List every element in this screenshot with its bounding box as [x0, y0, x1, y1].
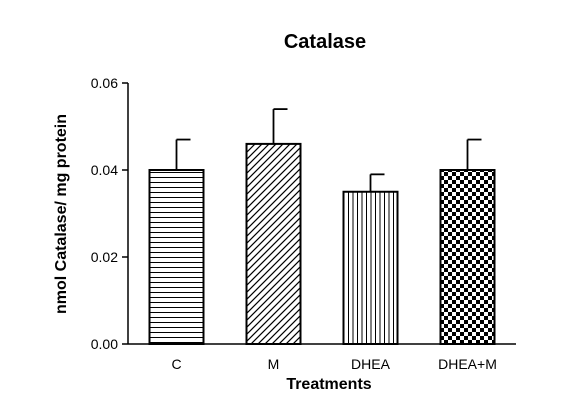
x-axis-title: Treatments [286, 376, 371, 393]
bar-m [245, 142, 302, 345]
bar-dhea-m [439, 169, 496, 345]
y-tick-label: 0.02 [91, 249, 118, 265]
y-tick-label: 0.04 [91, 162, 118, 178]
y-axis-title: nmol Catalase/ mg protein [53, 114, 70, 314]
bar-dhea [342, 190, 399, 345]
x-tick-label: DHEA+M [438, 356, 497, 372]
x-tick-label: C [171, 356, 181, 372]
bar-c [148, 169, 205, 345]
x-tick-label: DHEA [351, 356, 391, 372]
y-tick-label: 0.00 [91, 336, 118, 352]
x-tick-label: M [268, 356, 280, 372]
chart-title: Catalase [284, 31, 366, 53]
y-tick-label: 0.06 [91, 75, 118, 91]
